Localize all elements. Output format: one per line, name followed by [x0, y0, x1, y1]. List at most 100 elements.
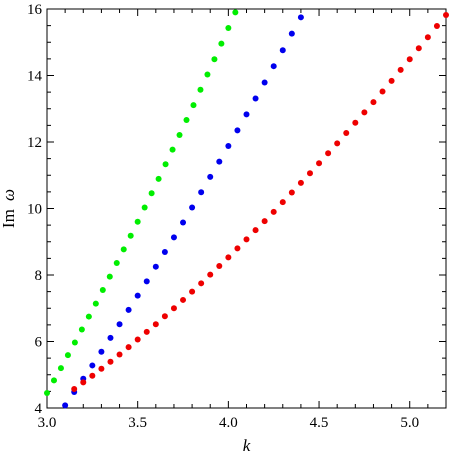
y-tick-label: 12: [27, 135, 42, 151]
data-point: [443, 11, 449, 18]
data-point: [98, 348, 105, 355]
data-point: [243, 236, 250, 243]
data-point: [143, 328, 150, 335]
data-point: [170, 305, 177, 312]
data-point: [433, 22, 440, 29]
data-point: [370, 99, 377, 106]
data-point: [218, 40, 225, 47]
data-point: [189, 288, 196, 295]
x-tick-label: 3.0: [38, 415, 57, 431]
data-point: [50, 377, 57, 384]
data-point: [180, 296, 187, 303]
data-point: [288, 30, 295, 37]
data-point: [211, 56, 218, 63]
y-tick-label: 6: [35, 335, 43, 351]
data-point: [204, 71, 211, 78]
data-point: [388, 77, 395, 84]
data-point: [261, 218, 268, 225]
data-point: [125, 344, 132, 351]
data-point: [161, 249, 168, 256]
data-point: [379, 88, 386, 95]
data-point: [85, 313, 92, 320]
data-point: [116, 351, 123, 358]
data-point: [225, 24, 232, 31]
data-point: [198, 280, 205, 287]
x-tick-label: 5.0: [400, 415, 419, 431]
data-point: [155, 175, 162, 182]
data-point: [141, 204, 148, 211]
data-point: [190, 102, 197, 109]
data-series: [62, 14, 304, 409]
y-axis-ticks: 4 6 8 10 12 14 16: [27, 2, 446, 417]
data-point: [71, 339, 78, 346]
data-point: [64, 352, 71, 359]
data-point: [152, 321, 159, 328]
data-point: [225, 142, 232, 149]
y-tick-label: 14: [27, 69, 43, 85]
data-point: [161, 313, 168, 320]
data-point: [279, 199, 286, 206]
data-point: [180, 219, 187, 226]
x-tick-label: 4.5: [310, 415, 329, 431]
y-tick-label: 4: [35, 401, 43, 417]
data-point: [297, 14, 304, 21]
data-point: [352, 119, 359, 126]
data-point: [143, 278, 150, 285]
data-point: [116, 321, 123, 328]
data-point: [57, 365, 64, 372]
data-point: [127, 232, 134, 239]
data-point: [89, 372, 96, 379]
data-point: [361, 109, 368, 116]
y-axis-title-im: Im: [0, 209, 18, 228]
y-tick-label: 8: [35, 268, 43, 284]
data-point: [152, 263, 159, 270]
data-point: [207, 271, 214, 278]
x-tick-label: 4.0: [219, 415, 238, 431]
data-point: [316, 160, 323, 167]
data-point: [216, 158, 223, 165]
x-axis-title: k: [243, 436, 251, 455]
data-point: [234, 127, 241, 134]
plot-frame: [46, 8, 447, 409]
data-point: [343, 130, 350, 137]
data-point: [107, 358, 114, 365]
y-axis-title-omega: ω: [0, 189, 18, 201]
data-point: [225, 254, 232, 261]
y-tick-label: 10: [27, 202, 42, 218]
data-point: [397, 66, 404, 73]
data-point: [162, 161, 169, 168]
data-point: [44, 390, 50, 397]
data-point: [406, 56, 413, 63]
data-point: [197, 86, 204, 93]
data-point: [125, 306, 132, 313]
data-point: [306, 170, 313, 177]
data-point: [89, 362, 96, 369]
data-point: [189, 204, 196, 211]
data-point: [148, 190, 155, 197]
data-point: [169, 146, 176, 153]
data-point: [232, 9, 239, 16]
data-point: [113, 260, 120, 267]
data-point: [170, 234, 177, 241]
data-point: [120, 246, 127, 253]
data-point: [183, 117, 190, 124]
data-series: [71, 11, 449, 393]
data-point: [234, 245, 241, 252]
data-point: [288, 189, 295, 196]
y-axis-title: Im ω: [0, 189, 18, 228]
data-point: [198, 189, 205, 196]
data-point: [71, 386, 78, 393]
data-point: [334, 140, 341, 147]
data-point: [252, 227, 259, 234]
data-point: [207, 173, 214, 180]
data-point: [106, 273, 113, 280]
data-point: [297, 179, 304, 186]
data-point: [325, 150, 332, 157]
data-point: [415, 45, 422, 52]
data-point: [92, 300, 99, 307]
data-point: [279, 47, 286, 54]
data-point: [134, 218, 141, 225]
data-point: [80, 379, 87, 386]
series-layer: [44, 9, 449, 409]
data-point: [62, 402, 69, 409]
